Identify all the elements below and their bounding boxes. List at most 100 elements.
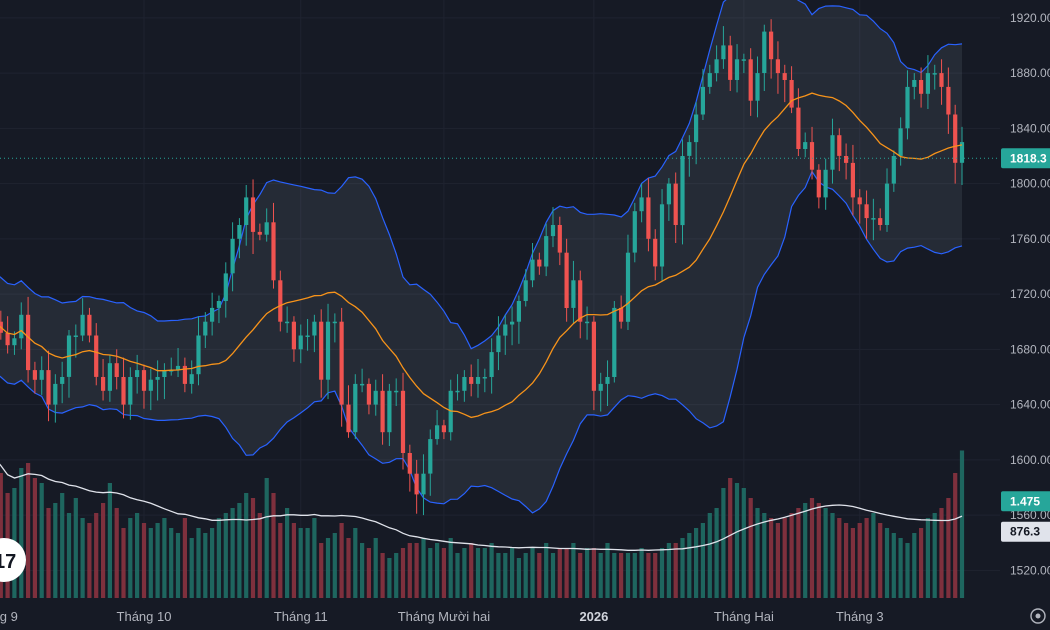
candle-body (632, 211, 637, 253)
candle-body (585, 321, 590, 324)
volume-bar (141, 523, 147, 598)
volume-bar (271, 493, 276, 598)
candle-body (919, 80, 924, 94)
volume-bar (305, 528, 310, 598)
candle-body (298, 335, 303, 350)
candle-body (762, 31, 767, 74)
watermark-logo: 17 (0, 538, 26, 582)
volume-bar (728, 478, 733, 598)
logo-text: 17 (0, 551, 16, 573)
volume-bar (360, 543, 365, 598)
volume-bar (769, 518, 774, 598)
volume-bar (673, 543, 678, 598)
candle-body (107, 363, 112, 391)
candle-body (441, 425, 446, 433)
candle-body (891, 156, 896, 184)
candle-body (271, 222, 276, 281)
candle-body (421, 473, 426, 495)
volume-bar (189, 538, 194, 598)
band-upper-line (0, 0, 963, 350)
candle-body (619, 307, 624, 322)
volume-bar (925, 518, 930, 598)
volume-bar (707, 513, 712, 598)
candle-body (482, 377, 487, 379)
candle-body (789, 80, 794, 108)
volume-bar (884, 528, 890, 598)
candle-body (155, 377, 160, 380)
volume-bar (653, 553, 658, 598)
volume-bar (80, 518, 85, 598)
volume-bar (230, 508, 235, 598)
price-tick-label: 1680.00 (1010, 342, 1050, 356)
price-tick-label: 1720.00 (1010, 287, 1050, 301)
candle-body (673, 183, 678, 225)
candle-body (857, 197, 862, 205)
candle-body (203, 321, 208, 336)
volume-bar (366, 548, 371, 598)
volume-bar (850, 528, 855, 598)
candle-body (687, 142, 692, 156)
candle-body (571, 280, 576, 308)
volume-bar (959, 450, 965, 598)
volume-bar (373, 538, 378, 598)
volume-bar (721, 488, 726, 598)
candle-body (32, 370, 37, 380)
candle-body (530, 259, 535, 281)
volume-bar (407, 543, 412, 598)
candle-body (128, 377, 133, 405)
candle-body (210, 307, 215, 322)
volume-bar (898, 538, 903, 598)
candle-body (707, 73, 712, 87)
volume-bar (19, 468, 24, 598)
volume-bar (503, 553, 508, 598)
price-tick-label: 1840.00 (1010, 121, 1050, 135)
volume-bar (32, 478, 37, 598)
candle-body (523, 280, 528, 301)
volume-bar (680, 538, 685, 598)
volume-bar (482, 548, 487, 598)
candle-body (380, 390, 385, 433)
volume-bar (857, 523, 862, 598)
volume-bar (469, 543, 474, 598)
candle-body (925, 73, 930, 94)
candle-body (73, 335, 78, 337)
volume-bar (244, 493, 249, 598)
current-price-badge: 1818.3 (1010, 151, 1047, 165)
candle-body (305, 335, 310, 337)
indicator-lines (0, 92, 1000, 419)
candle-body (400, 390, 406, 453)
volume-bar (210, 528, 215, 598)
candle-body (516, 301, 521, 322)
volume-bar (775, 523, 780, 598)
candle-body (496, 335, 501, 353)
candle-body (898, 128, 903, 156)
candle-body (775, 59, 780, 74)
volume-bar (823, 508, 828, 598)
candle-body (878, 218, 883, 225)
volume-bar (257, 513, 262, 598)
volume-bar (216, 518, 221, 598)
candle-body (196, 335, 201, 375)
settings-icon[interactable] (1030, 608, 1046, 624)
price-badges: 1818.3 1.475 876.3 (1001, 148, 1050, 542)
current-price-badge-bg (1001, 148, 1050, 169)
candle-body (953, 114, 958, 163)
candle-body (700, 86, 705, 115)
price-tick-label: 1640.00 (1010, 398, 1050, 412)
price-tick-label: 1760.00 (1010, 232, 1050, 246)
candle-body (101, 377, 106, 391)
candle-body (141, 370, 147, 391)
logo-circle (0, 538, 26, 582)
volume-bar (912, 533, 917, 598)
candle-body (837, 135, 842, 156)
time-axis[interactable]: Tháng 9 Tháng 10 Tháng 11 Tháng Mười hai 202… (0, 609, 884, 624)
volume-bar (312, 518, 317, 598)
candle-body (114, 363, 119, 377)
time-tick-label: Tháng 10 (117, 609, 172, 624)
volume-bar (544, 543, 549, 598)
candle-body (748, 59, 753, 101)
volume-bar (250, 498, 256, 598)
volume-bar (400, 548, 406, 598)
volume-bar (639, 548, 644, 598)
